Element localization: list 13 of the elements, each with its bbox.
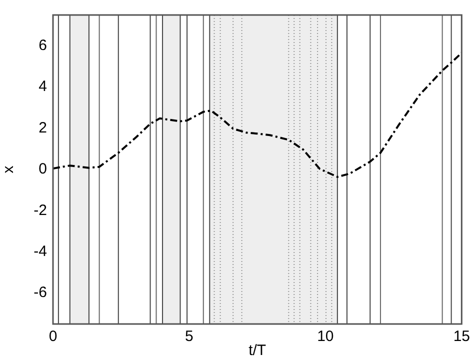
y-tick-label: 4 <box>38 78 47 96</box>
x-tick-label: 10 <box>317 328 334 346</box>
y-tick-label: -2 <box>34 202 47 219</box>
x-tick-label: 15 <box>453 328 470 346</box>
y-tick-label: 2 <box>38 119 47 136</box>
y-tick-label: 0 <box>38 160 47 178</box>
x-tick-label: 5 <box>185 328 194 346</box>
y-axis-title: x <box>0 165 18 174</box>
x-axis-title: t/T <box>248 342 266 360</box>
line-series <box>53 52 462 178</box>
y-tick-label: 6 <box>38 37 47 54</box>
y-tick-label: -6 <box>34 284 47 302</box>
y-tick-label: -4 <box>34 243 47 260</box>
